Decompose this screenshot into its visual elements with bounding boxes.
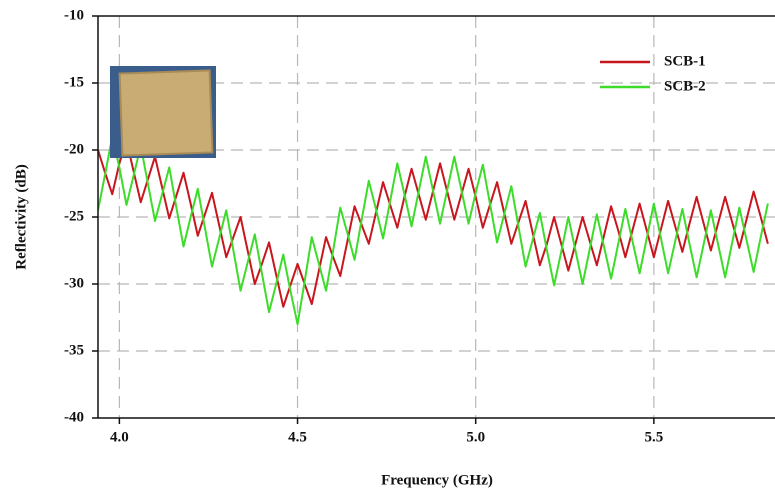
y-tick-label: -35 (64, 342, 84, 358)
legend-label: SCB-2 (664, 78, 706, 94)
y-tick-label: -10 (64, 7, 84, 23)
x-tick-label: 5.5 (644, 429, 663, 445)
y-tick-label: -30 (64, 275, 84, 291)
y-tick-label: -25 (64, 208, 84, 224)
y-axis-label: Reflectivity (dB) (13, 164, 29, 269)
x-tick-label: 5.0 (466, 429, 485, 445)
data-line (98, 139, 769, 308)
y-tick-label: -15 (64, 74, 84, 90)
legend-label: SCB-1 (664, 53, 706, 69)
x-axis-label: Frequency (GHz) (381, 472, 493, 488)
x-tick-label: 4.5 (288, 429, 307, 445)
y-tick-label: -40 (64, 409, 84, 425)
inset-photo (110, 66, 216, 158)
y-tick-label: -20 (64, 141, 84, 157)
data-line (98, 135, 769, 326)
x-tick-label: 4.0 (110, 429, 129, 445)
